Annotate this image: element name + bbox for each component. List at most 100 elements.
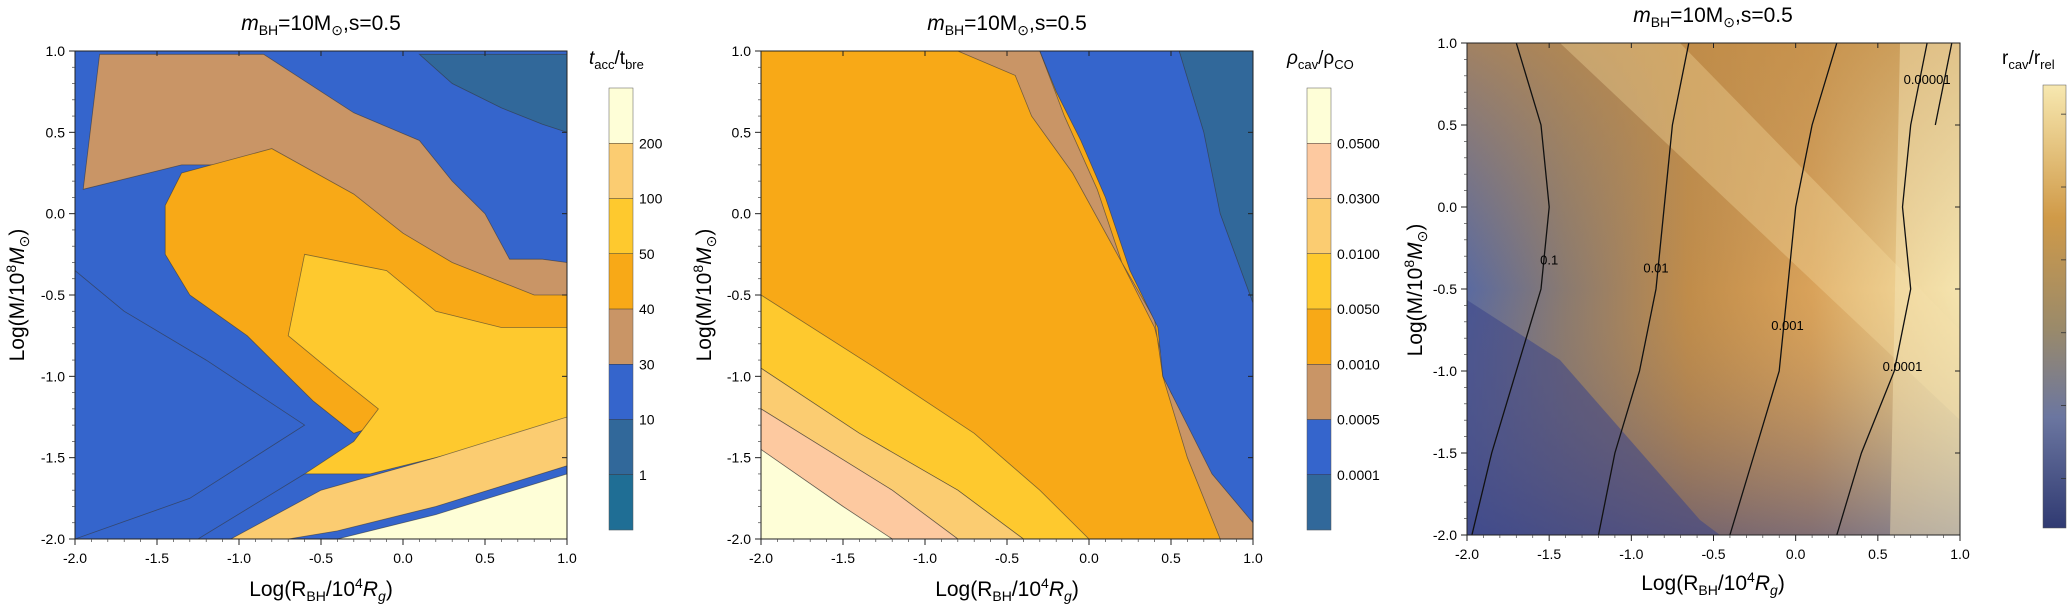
- colorbar-level-label: 10: [639, 412, 655, 428]
- colorbar-swatch: [1307, 143, 1331, 199]
- contour-label-0.0001: 0.0001: [1883, 359, 1923, 374]
- panel-2-ticks: -2.0 -1.5 -1.0 -0.5 0.0 0.5 1.0 -2.0 -1.5 -1.0 -0.…: [727, 43, 1263, 566]
- colorbar-swatch: [609, 474, 633, 531]
- x-tick-label: -1.0: [227, 550, 251, 566]
- panel-3-contours: 0.1 0.01 0.001 0.0001 0.00001: [1471, 43, 1953, 535]
- y-tick-label: -1.5: [41, 450, 65, 466]
- region-band-lowest-left: [75, 270, 306, 539]
- panel-1-ticks: -2.0 -1.5 -1.0 -0.5 0.0 0.5 1.0 -2.0 -1.5 -1.0 -0.…: [41, 43, 577, 566]
- y-tick-label: -1.0: [41, 368, 65, 384]
- colorbar-level-label: 30: [639, 356, 655, 372]
- colorbar-level-label: 0.0001: [1337, 467, 1380, 483]
- x-tick-label: -1.5: [1537, 546, 1561, 562]
- y-tick-label: 1.0: [1438, 35, 1458, 51]
- colorbar-swatch: [609, 253, 633, 310]
- density-dark-lowerleft: [1467, 300, 1720, 535]
- region-band-0005-0010: [957, 51, 1253, 539]
- colorbar-level-label: 200: [639, 135, 663, 151]
- colorbar-swatch: [609, 88, 633, 144]
- region-band-top: [337, 473, 567, 539]
- contour-label-0.001: 0.001: [1771, 318, 1804, 333]
- contour-line-0.001: [1729, 43, 1838, 535]
- colorbar-swatch: [609, 364, 633, 420]
- colorbar-level-label: 0.0100: [1337, 246, 1380, 262]
- x-tick-label: -1.5: [145, 550, 169, 566]
- colorbar-level-label: 1: [639, 467, 647, 483]
- colorbar-level-label: 0.0010: [1337, 356, 1380, 372]
- contour-line-0.00001: [1934, 43, 1953, 126]
- x-tick-label: -0.5: [995, 550, 1019, 566]
- panel-2-ylabel: Log(M/108M⊙): [690, 229, 719, 362]
- y-tick-label: -0.5: [727, 287, 751, 303]
- colorbar-swatch: [609, 143, 633, 199]
- contour-label-0.1: 0.1: [1540, 252, 1558, 267]
- panel-1-regions: [75, 53, 567, 539]
- contour-label-0.00001: 0.00001: [1904, 72, 1951, 87]
- region-band-lowest: [1178, 51, 1253, 304]
- panel-2: mBH=10M⊙,s=0.5 -2.0 -1.5 -1.0 -0.5 0.0 0.5 1.0…: [690, 12, 1380, 604]
- contour-line-0.01: [1597, 43, 1690, 535]
- y-tick-label: 1.0: [46, 43, 66, 59]
- x-tick-label: 0.5: [1868, 546, 1888, 562]
- region-band-100-200: [197, 253, 567, 539]
- colorbar-swatch: [609, 198, 633, 254]
- x-tick-label: 0.0: [393, 550, 413, 566]
- x-tick-label: -1.0: [1619, 546, 1643, 562]
- y-tick-label: 0.0: [1438, 199, 1458, 215]
- region-band-0500: [761, 449, 893, 539]
- colorbar-swatch: [1307, 364, 1331, 420]
- contour-line-0.0001: [1836, 43, 1928, 535]
- x-tick-label: 0.5: [1161, 550, 1181, 566]
- y-tick-label: -0.5: [1433, 281, 1457, 297]
- y-tick-label: -0.5: [41, 287, 65, 303]
- x-tick-label: -0.5: [309, 550, 333, 566]
- colorbar-swatch: [609, 309, 633, 365]
- panel-2-regions: [761, 51, 1253, 539]
- panel-1-ylabel: Log(M/108M⊙): [3, 229, 32, 362]
- panel-3-colorbar-title: rcav/rrel: [2002, 48, 2055, 72]
- panel-3-colorbar-ticks: 2.55.07.510.012.515.0: [2061, 113, 2066, 479]
- panel-2-title: mBH=10M⊙,s=0.5: [927, 12, 1087, 38]
- x-tick-label: -2.0: [1455, 546, 1479, 562]
- colorbar-swatch: [609, 419, 633, 475]
- x-tick-label: -1.5: [831, 550, 855, 566]
- panel-3-title: mBH=10M⊙,s=0.5: [1633, 4, 1793, 30]
- colorbar-level-label: 0.0500: [1337, 135, 1380, 151]
- y-tick-label: 0.5: [46, 124, 66, 140]
- colorbar-swatch: [1307, 419, 1331, 475]
- colorbar-swatch: [1307, 309, 1331, 365]
- panel-2-xlabel: Log(RBH/104Rg): [935, 575, 1079, 604]
- y-tick-label: -2.0: [41, 531, 65, 547]
- x-tick-label: 0.0: [1786, 546, 1806, 562]
- region-band-10-30: [418, 53, 567, 133]
- x-tick-label: 1.0: [1243, 550, 1263, 566]
- colorbar-swatch: [1307, 198, 1331, 254]
- density-light-edge: [1890, 43, 1960, 535]
- y-tick-label: 1.0: [732, 43, 752, 59]
- colorbar-level-label: 40: [639, 301, 655, 317]
- x-tick-label: 1.0: [1950, 546, 1970, 562]
- y-tick-label: 0.5: [1438, 117, 1458, 133]
- contour-label-0.01: 0.01: [1643, 261, 1668, 276]
- x-tick-label: 0.5: [475, 550, 495, 566]
- y-tick-label: 0.5: [732, 124, 752, 140]
- y-tick-label: -2.0: [727, 531, 751, 547]
- colorbar-swatch: [1307, 474, 1331, 531]
- y-tick-label: -1.0: [1433, 363, 1457, 379]
- y-tick-label: -1.5: [1433, 445, 1457, 461]
- y-tick-label: -2.0: [1433, 527, 1457, 543]
- region-band-0100-0300: [761, 408, 959, 539]
- x-tick-label: -1.0: [913, 550, 937, 566]
- panel-1: mBH=10M⊙,s=0.5 -2.0 -1.5 -1.0 -0.5 0.0 0.5 1.0…: [3, 12, 663, 604]
- y-tick-label: 0.0: [732, 206, 752, 222]
- density-light-streak: [1560, 43, 1960, 420]
- colorbar-level-label: 100: [639, 191, 663, 207]
- panel-1-colorbar-title: tacc/tbre: [589, 48, 644, 72]
- y-tick-label: -1.5: [727, 450, 751, 466]
- x-tick-label: -0.5: [1701, 546, 1725, 562]
- x-tick-label: 0.0: [1079, 550, 1099, 566]
- panel-3: mBH=10M⊙,s=0.5 0.1 0.01 0.001 0.0001 0.00001…: [1401, 4, 2067, 598]
- panel-3-ylabel: Log(M/108M⊙): [1401, 224, 1430, 357]
- x-tick-label: -2.0: [63, 550, 87, 566]
- panel-3-density: [1467, 43, 1960, 535]
